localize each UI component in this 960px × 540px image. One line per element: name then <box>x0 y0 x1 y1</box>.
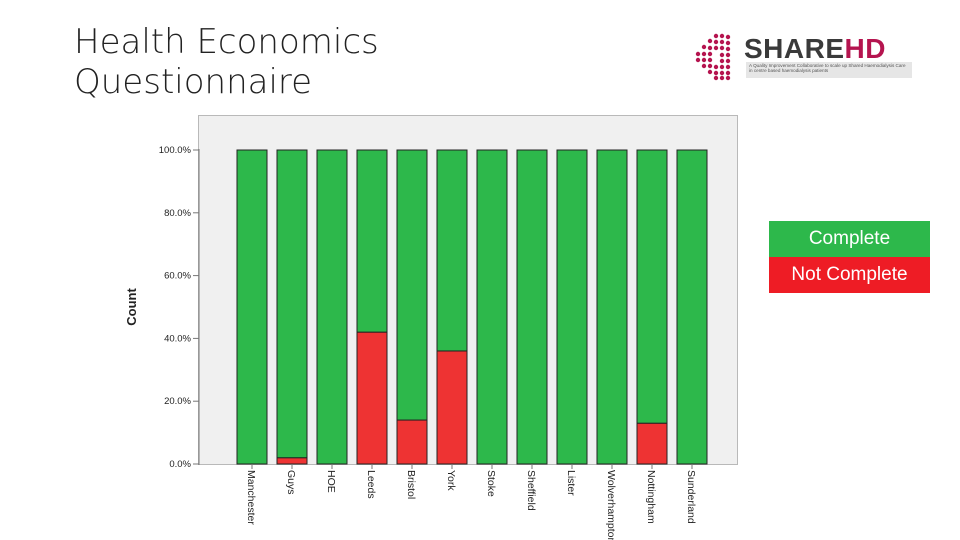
x-tick-label: Nottingham <box>645 470 657 524</box>
x-tick-label: Sunderland <box>685 470 697 524</box>
y-tick-label: 20.0% <box>164 396 191 407</box>
bar-not-complete <box>356 331 388 465</box>
y-tick-label: 0.0% <box>169 459 191 470</box>
x-tick-label: HOE <box>325 470 337 493</box>
bar-complete <box>236 149 268 465</box>
chart-legend: Complete Not Complete <box>769 221 930 293</box>
bar-complete <box>516 149 548 465</box>
slide-title: Health Economics Questionnaire <box>74 22 494 102</box>
x-tick-label: Lister <box>565 470 577 496</box>
legend-item-complete: Complete <box>769 221 930 257</box>
bar-not-complete <box>636 422 668 465</box>
bar-complete <box>476 149 508 465</box>
bar-complete <box>356 149 388 333</box>
y-tick-label: 40.0% <box>164 333 191 344</box>
y-tick-label: 80.0% <box>164 208 191 219</box>
x-tick-label: Stoke <box>485 470 497 497</box>
x-tick-label: Wolverhampton <box>605 470 617 540</box>
bar-complete <box>596 149 628 465</box>
bar-complete <box>316 149 348 465</box>
y-tick-label: 60.0% <box>164 271 191 282</box>
legend-item-not-complete: Not Complete <box>769 257 930 293</box>
bar-complete <box>676 149 708 465</box>
bar-complete <box>396 149 428 421</box>
logo-tagline: A Quality Improvement Collaborative to s… <box>746 62 912 78</box>
bar-complete <box>636 149 668 424</box>
title-line-1: Health Economics <box>74 22 379 62</box>
logo-word-hd: HD <box>844 33 886 64</box>
bar-complete <box>556 149 588 465</box>
bar-not-complete <box>276 457 308 465</box>
x-tick-label: Leeds <box>365 470 377 499</box>
bar-not-complete <box>436 350 468 465</box>
bar-not-complete <box>396 419 428 465</box>
logo-word-share: SHARE <box>744 33 845 64</box>
y-tick-label: 100.0% <box>159 145 192 156</box>
sharehd-logo: SHAREHD A Quality Improvement Collaborat… <box>690 32 920 84</box>
y-axis-label: Count <box>124 288 139 326</box>
logo-wordmark: SHAREHD <box>744 34 886 64</box>
x-tick-label: Manchester <box>245 470 257 525</box>
x-tick-label: Bristol <box>405 470 417 499</box>
bar-complete <box>436 149 468 352</box>
x-tick-label: Sheffield <box>525 470 537 511</box>
title-line-2: Questionnaire <box>74 62 313 102</box>
x-tick-label: York <box>445 470 457 491</box>
kidney-dots-logo-icon <box>695 33 731 81</box>
x-tick-label: Guys <box>285 470 297 495</box>
bar-complete <box>276 149 308 459</box>
